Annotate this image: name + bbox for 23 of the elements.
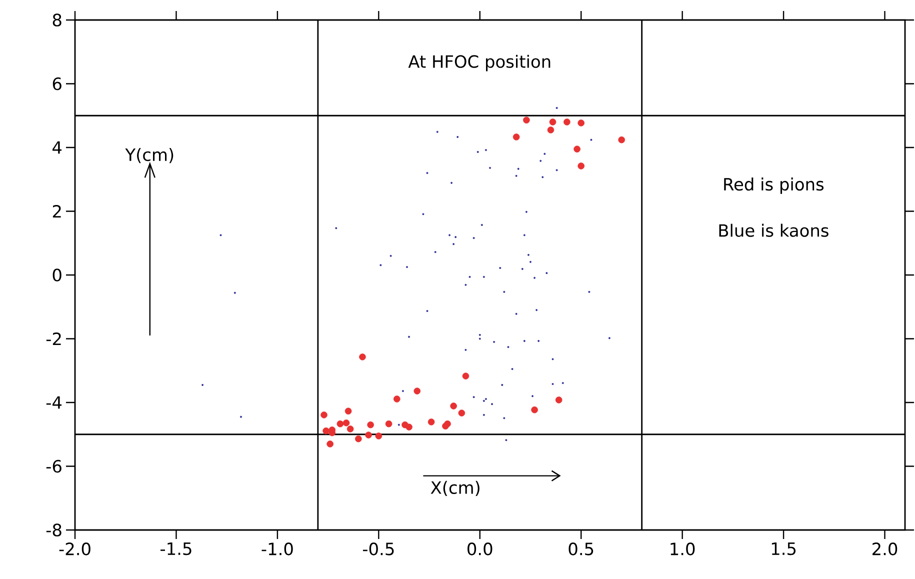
x-tick-label: 2.0 [872, 542, 898, 556]
y-tick-label: 4 [52, 141, 62, 154]
y-tick-label: -6 [46, 460, 62, 473]
y-tick-label: -2 [46, 332, 61, 346]
x-tick-label: -0.5 [362, 542, 394, 556]
x-tick-label: -1.5 [160, 542, 192, 556]
annotation: Red is pions [724, 178, 824, 194]
x-tick-label: 0.5 [568, 542, 594, 556]
y-tick-label: -8 [46, 524, 62, 536]
y-tick-label: -4 [46, 396, 62, 409]
y-tick-label: 0 [52, 268, 62, 282]
y-tick-label: 8 [52, 14, 62, 26]
y-axis-title: Y(cm) [125, 148, 174, 164]
text: At HFOC position [408, 54, 550, 72]
x-tick-label: 0.0 [468, 542, 492, 556]
y-tick-label: 2 [52, 204, 61, 218]
x-axis-title: X(cm) [430, 480, 480, 496]
x-tick-label: 1.5 [772, 542, 796, 556]
y-tick-label: 6 [52, 77, 62, 90]
x-tick-label: -2.0 [59, 542, 90, 556]
x-tick-label: -1.0 [262, 542, 293, 556]
x-tick-label: 1.0 [670, 542, 695, 556]
annotation: Blue is kaons [719, 224, 828, 237]
